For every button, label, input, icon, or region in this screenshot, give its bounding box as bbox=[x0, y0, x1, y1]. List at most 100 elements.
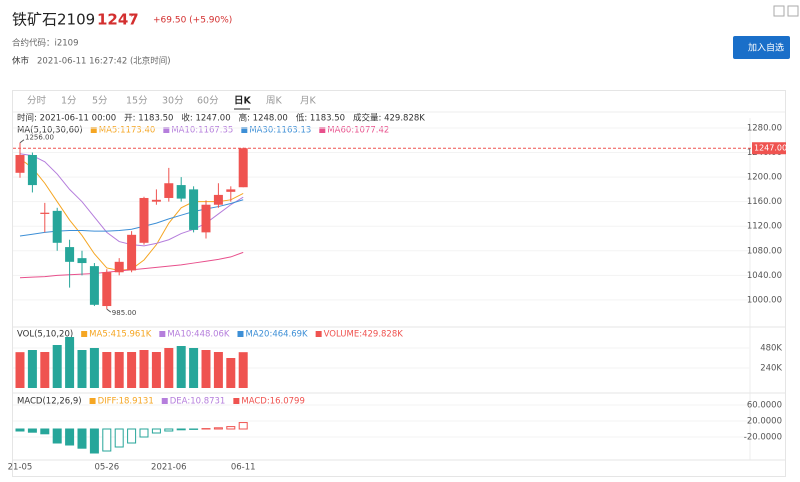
candle-body bbox=[164, 183, 174, 198]
legend-label: DEA:10.8731 bbox=[170, 397, 226, 407]
title: 铁矿石2109 bbox=[12, 11, 95, 29]
macd-bar bbox=[52, 428, 62, 444]
y-tick-label: 1120.00 bbox=[747, 222, 782, 232]
legend-title: MA(5,10,30,60) bbox=[17, 126, 83, 136]
candle-body bbox=[65, 247, 75, 262]
macd-bar bbox=[40, 428, 50, 435]
macd-bar bbox=[139, 428, 149, 438]
status: 休市 bbox=[12, 56, 30, 67]
y-tick-label: 60.0000 bbox=[747, 401, 782, 411]
macd-bar bbox=[176, 428, 186, 431]
volume-bar bbox=[139, 350, 149, 388]
y-tick-label: 1280.00 bbox=[747, 123, 782, 133]
volume-bar bbox=[40, 352, 50, 388]
y-tick-label: 480K bbox=[760, 344, 782, 354]
macd-bar bbox=[102, 428, 112, 452]
volume-bar bbox=[89, 348, 99, 388]
info: 时间: 2021-06-11 00:00 bbox=[17, 113, 116, 124]
add-button[interactable] bbox=[733, 36, 790, 59]
tab[interactable]: 60分 bbox=[197, 96, 219, 107]
legend-swatch bbox=[319, 127, 326, 133]
macd-bar bbox=[164, 428, 174, 432]
macd-bar bbox=[27, 428, 37, 433]
legend-title: MACD(12,26,9) bbox=[17, 397, 82, 407]
legend-swatch bbox=[81, 331, 88, 337]
button-label: 加入自选 bbox=[748, 42, 784, 54]
info: 收: 1247.00 bbox=[181, 113, 230, 124]
legend-label: DIFF:18.9131 bbox=[98, 397, 154, 407]
volume-bar bbox=[151, 352, 161, 388]
volume-bar bbox=[77, 350, 87, 388]
volume-bar bbox=[189, 348, 199, 388]
annotation-mark bbox=[106, 308, 112, 313]
macd-bar bbox=[151, 428, 161, 434]
icon[interactable] bbox=[773, 5, 785, 17]
volume-bar bbox=[52, 345, 62, 388]
volume-bar bbox=[15, 352, 25, 388]
tab[interactable]: 日K bbox=[234, 96, 252, 107]
legend-label: MA20:464.69K bbox=[245, 330, 308, 340]
y-tick-label: 1080.00 bbox=[747, 246, 782, 256]
volume-bar bbox=[201, 350, 211, 388]
x-tick-label: 06-11 bbox=[231, 463, 256, 473]
legend-label: MA10:1167.35 bbox=[171, 126, 233, 136]
volume-bar bbox=[102, 352, 112, 388]
macd-bar bbox=[127, 428, 137, 444]
candle-body bbox=[89, 266, 99, 305]
info: 高: 1248.00 bbox=[239, 113, 288, 124]
code: 合约代码：i2109 bbox=[12, 38, 79, 49]
volume-bar bbox=[238, 352, 248, 388]
y-tick-label: -20.0000 bbox=[744, 433, 782, 443]
legend-label: VOLUME:429.828K bbox=[324, 330, 404, 340]
volume-bar bbox=[176, 346, 186, 388]
volume-bar bbox=[114, 352, 124, 388]
candle-body bbox=[201, 204, 211, 233]
tab[interactable]: 5分 bbox=[92, 96, 108, 107]
legend-swatch bbox=[159, 331, 166, 337]
legend-label: MA5:415.961K bbox=[89, 330, 152, 340]
x-tick-label: 21-05 bbox=[8, 463, 33, 473]
y-tick-label: 20.0000 bbox=[747, 417, 782, 427]
candle-body bbox=[77, 258, 87, 264]
tab[interactable]: 分时 bbox=[27, 95, 47, 107]
legend-title: VOL(5,10,20) bbox=[17, 330, 73, 340]
macd-bar bbox=[226, 426, 236, 430]
legend-swatch bbox=[237, 331, 244, 337]
icon[interactable] bbox=[787, 5, 799, 17]
candle-body bbox=[226, 189, 236, 192]
y-tick-label: 1000.00 bbox=[747, 295, 782, 305]
legend-label: MA5:1173.40 bbox=[99, 126, 156, 136]
candle-body bbox=[238, 148, 248, 188]
y-tick-label: 1040.00 bbox=[747, 271, 782, 281]
info: 成交量: 429.828K bbox=[353, 113, 425, 124]
legend-swatch bbox=[233, 398, 240, 404]
volume-bar bbox=[127, 352, 137, 388]
candle-body bbox=[102, 272, 112, 307]
legend-label: MACD:16.0799 bbox=[241, 397, 305, 407]
candle-body bbox=[176, 185, 186, 199]
legend-swatch bbox=[241, 127, 248, 133]
annotation: 1256.00 bbox=[25, 134, 54, 142]
tab[interactable]: 15分 bbox=[126, 96, 148, 107]
last-price-tag bbox=[752, 142, 786, 155]
annotation-mark bbox=[19, 139, 25, 144]
tab[interactable]: 周K bbox=[266, 96, 283, 107]
candle-body bbox=[114, 261, 124, 273]
tab[interactable]: 30分 bbox=[162, 96, 184, 107]
tab[interactable]: 1分 bbox=[61, 96, 77, 107]
legend-label: MA60:1077.42 bbox=[327, 126, 389, 136]
candle-body bbox=[151, 199, 161, 202]
volume-bar bbox=[226, 358, 236, 388]
legend-swatch bbox=[90, 127, 97, 133]
panel bbox=[12, 90, 786, 477]
y-tick-label: 240K bbox=[760, 364, 782, 374]
candle-body bbox=[139, 197, 149, 243]
tab[interactable]: 月K bbox=[300, 96, 317, 107]
candle-body bbox=[127, 234, 137, 271]
candle-body bbox=[213, 194, 223, 205]
legend-label: MA10:448.06K bbox=[167, 330, 230, 340]
volume-bar bbox=[164, 348, 174, 388]
candle-body bbox=[27, 154, 37, 186]
macd-bar bbox=[15, 428, 25, 432]
